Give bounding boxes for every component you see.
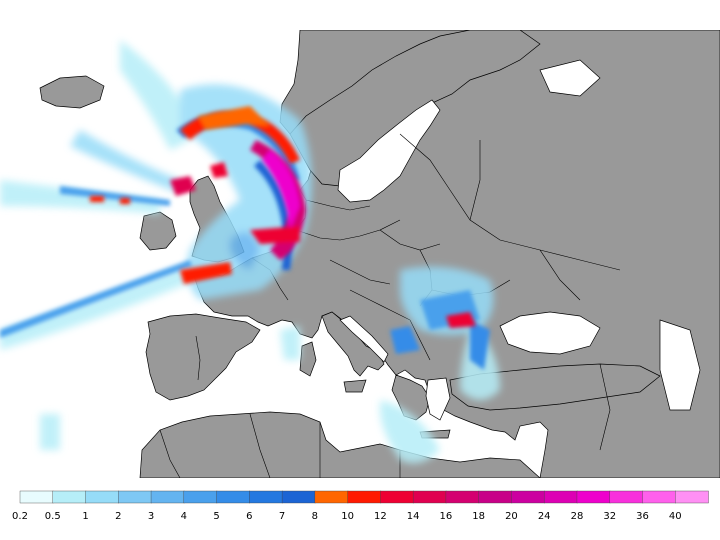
- legend-tick-label: 28: [571, 511, 584, 522]
- legend-tick-label: 36: [636, 511, 649, 522]
- legend-swatch: [609, 490, 644, 504]
- legend-swatch: [642, 490, 676, 504]
- legend-ticks: 0.2 0.5 1 2 3 4 5 6 7 8 10 12 14 16 18 20 24 28 32 36 40: [12, 511, 682, 522]
- precipitation-map: [0, 30, 720, 478]
- legend-tick-label: 3: [148, 511, 154, 522]
- legend-tick-label: 7: [279, 511, 285, 522]
- legend-swatch: [511, 490, 545, 504]
- land-turkey: [449, 363, 661, 411]
- legend-tick-label: 2: [115, 511, 121, 522]
- land-masses: [39, 30, 720, 478]
- legend-tick-label: 40: [669, 511, 682, 522]
- color-legend: 0.2 0.5 1 2 3 4 5 6 7 8 10 12 14 16 18 20 24 28 32 36 40: [12, 490, 709, 522]
- precipitation-overlay: [0, 40, 500, 464]
- legend-swatch: [118, 490, 152, 504]
- aegean-sea: [425, 377, 451, 421]
- legend-tick-label: 12: [374, 511, 387, 522]
- inland-seas: [337, 59, 701, 421]
- legend-tick-label: 0.5: [45, 511, 61, 522]
- legend-swatch: [85, 490, 119, 504]
- legend-swatch: [380, 490, 414, 504]
- legend-swatch: [314, 490, 349, 504]
- legend-tick-label: 14: [407, 511, 420, 522]
- legend-tick-label: 32: [603, 511, 616, 522]
- legend-swatch: [183, 490, 218, 504]
- legend-swatch: [445, 490, 480, 504]
- legend-tick-label: 8: [312, 511, 318, 522]
- legend-swatch: [216, 490, 251, 504]
- legend-swatch: [281, 490, 316, 504]
- land-sardinia: [299, 341, 317, 377]
- legend-tick-label: 18: [472, 511, 485, 522]
- land-sicily: [343, 379, 367, 393]
- white-sea: [539, 59, 601, 97]
- legend-swatch: [576, 490, 611, 504]
- legend-swatch: [675, 490, 709, 504]
- legend-tick-label: 4: [181, 511, 187, 522]
- legend-swatch: [249, 490, 283, 504]
- legend-tick-label: 6: [246, 511, 252, 522]
- land-iberia: [145, 313, 261, 401]
- legend-swatch: [543, 490, 578, 504]
- baltic-sea: [337, 99, 441, 203]
- adriatic-sea: [339, 315, 389, 363]
- legend-tick-label: 24: [538, 511, 551, 522]
- legend-tick-label: 1: [82, 511, 88, 522]
- caspian-sea: [659, 319, 701, 411]
- legend-swatch: [150, 490, 185, 504]
- legend-tick-label: 16: [440, 511, 453, 522]
- legend-tick-label: 10: [341, 511, 354, 522]
- black-sea: [499, 311, 601, 355]
- legend-tick-label: 5: [213, 511, 219, 522]
- legend-tick-label: 0.2: [12, 511, 28, 522]
- country-borders: [159, 133, 621, 478]
- land-iceland: [39, 75, 105, 109]
- legend-tick-label: 20: [505, 511, 518, 522]
- legend-bar: [19, 490, 709, 504]
- legend-swatch: [412, 490, 447, 504]
- legend-swatch: [478, 490, 513, 504]
- land-ireland: [139, 211, 177, 251]
- legend-swatch: [347, 490, 382, 504]
- legend-swatch: [19, 490, 54, 504]
- land-north-africa: [139, 411, 541, 478]
- legend-swatch: [52, 490, 87, 504]
